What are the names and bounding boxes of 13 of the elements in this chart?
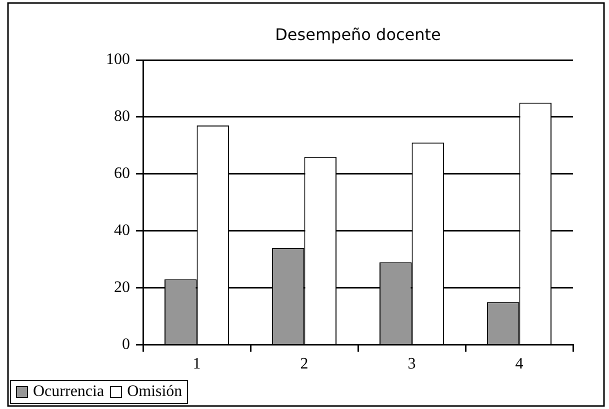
y-tick-label: 80: [114, 108, 130, 126]
y-tick-label: 20: [114, 279, 130, 296]
y-tick-label: 60: [114, 165, 130, 182]
y-tick-label: 0: [122, 336, 130, 354]
x-tick-label: 1: [192, 356, 201, 373]
x-tick-label: 4: [515, 356, 524, 373]
x-tick-label: 2: [300, 356, 308, 373]
y-tick-label: 100: [106, 51, 130, 68]
text: Omisión: [127, 383, 182, 401]
legend-label: Ocurrencia: [33, 383, 104, 401]
y-tick-label: 40: [114, 222, 130, 240]
x-tick-label: 3: [408, 356, 416, 373]
chart-title: Desempeño docente: [275, 25, 441, 44]
